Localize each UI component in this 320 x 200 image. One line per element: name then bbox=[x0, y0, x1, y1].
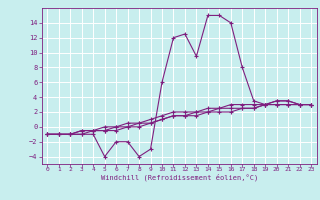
X-axis label: Windchill (Refroidissement éolien,°C): Windchill (Refroidissement éolien,°C) bbox=[100, 174, 258, 181]
